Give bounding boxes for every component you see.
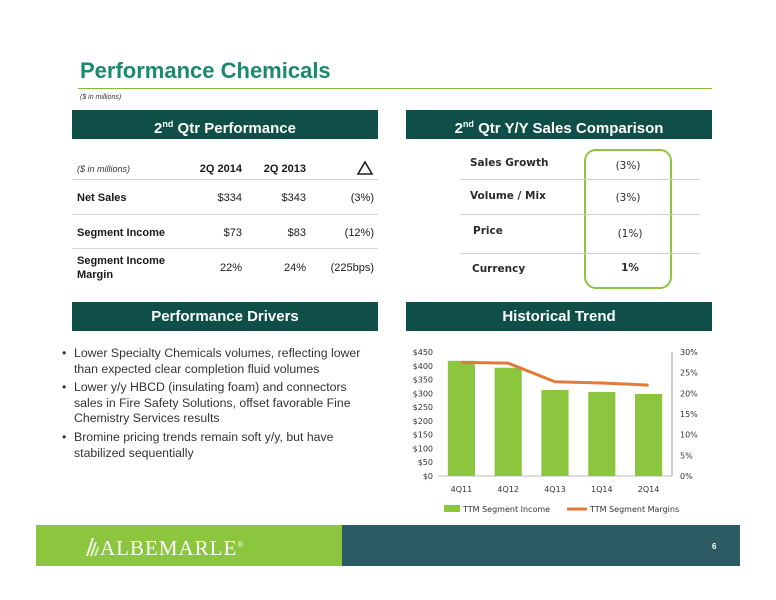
list-item: • Bromine pricing trends remain soft y/y,… bbox=[62, 430, 374, 461]
cmp-value: (1%) bbox=[617, 228, 643, 240]
row-divider bbox=[460, 253, 700, 254]
drivers-list: • Lower Specialty Chemicals volumes, refl… bbox=[62, 346, 374, 464]
list-item: • Lower Specialty Chemicals volumes, refl… bbox=[62, 346, 374, 377]
row-change: (225bps) bbox=[330, 262, 374, 274]
logo-text: ALBEMARLE® bbox=[100, 536, 244, 561]
qtr-performance-header: 2nd Qtr Performance bbox=[72, 110, 378, 139]
delta-icon bbox=[356, 160, 374, 179]
header-ordinal: nd bbox=[162, 119, 174, 129]
bar bbox=[588, 391, 616, 476]
row-2013: $343 bbox=[281, 192, 306, 204]
cmp-label: Sales Growth bbox=[470, 157, 549, 169]
y-right-tick-label: 15% bbox=[680, 410, 698, 419]
legend-label: TTM Segment Margins bbox=[589, 505, 679, 514]
y-right-tick-label: 0% bbox=[680, 472, 693, 481]
page-number: 6 bbox=[712, 542, 717, 551]
table-row: Segment Income Margin 22% 24% (225bps) bbox=[72, 254, 378, 284]
y-right-tick-label: 30% bbox=[680, 348, 698, 357]
bullet-icon: • bbox=[62, 346, 67, 360]
row-label: Segment Income Margin bbox=[77, 254, 165, 282]
series-line bbox=[461, 360, 649, 387]
trend-header: Historical Trend bbox=[406, 302, 712, 331]
row-divider bbox=[72, 248, 378, 249]
y-left-tick-label: $200 bbox=[413, 417, 433, 426]
legend-label: TTM Segment Income bbox=[462, 505, 550, 514]
y-left-tick-label: $250 bbox=[413, 403, 433, 412]
table-header-row: ($ in millions) 2Q 2014 2Q 2013 bbox=[72, 160, 378, 180]
col-2013: 2Q 2013 bbox=[263, 163, 306, 175]
page-subtitle: ($ in millions) bbox=[80, 94, 122, 101]
legend-bar-swatch bbox=[444, 505, 460, 512]
row-label-line2: Margin bbox=[77, 269, 114, 281]
col-2014: 2Q 2014 bbox=[199, 163, 242, 175]
bar bbox=[494, 367, 522, 476]
historical-trend-chart: $0 $50 $100 $150 $200 $250 $300 $350 $400 $450 0% 5… bbox=[413, 348, 699, 514]
row-change: (3%) bbox=[350, 192, 374, 204]
y-left-tick-label: $350 bbox=[413, 376, 433, 385]
logo-wordmark: ALBEMARLE bbox=[100, 536, 238, 560]
row-divider bbox=[460, 179, 700, 180]
drivers-header: Performance Drivers bbox=[72, 302, 378, 331]
bar bbox=[635, 393, 663, 476]
table-row: Net Sales $334 $343 (3%) bbox=[72, 192, 378, 208]
bar bbox=[447, 360, 475, 476]
albemarle-logo-icon bbox=[86, 538, 99, 556]
header-ordinal: nd bbox=[462, 119, 474, 129]
row-label: Segment Income bbox=[77, 227, 166, 239]
x-tick-label: 4Q11 bbox=[451, 485, 473, 494]
row-change: (12%) bbox=[344, 227, 374, 239]
cmp-label: Currency bbox=[472, 263, 526, 275]
y-right-tick-label: 5% bbox=[680, 451, 693, 460]
list-item: • Lower y/y HBCD (insulating foam) and co… bbox=[62, 380, 374, 427]
x-tick-label: 4Q12 bbox=[497, 485, 519, 494]
bullet-text: Bromine pricing trends remain soft y/y, … bbox=[74, 429, 334, 460]
y-left-tick-label: $100 bbox=[413, 444, 433, 453]
cmp-value: 1% bbox=[621, 262, 639, 274]
y-left-tick-label: $150 bbox=[413, 431, 433, 440]
x-tick-label: 1Q14 bbox=[591, 485, 613, 494]
bar bbox=[541, 390, 569, 476]
footer-green-band bbox=[36, 525, 342, 566]
footer-teal-band bbox=[342, 525, 740, 566]
y-left-tick-label: $300 bbox=[413, 389, 433, 398]
header-number: 2 bbox=[454, 120, 463, 137]
value-highlight-box bbox=[584, 149, 672, 289]
table-row: Segment Income $73 $83 (12%) bbox=[72, 227, 378, 243]
bullet-text: Lower y/y HBCD (insulating foam) and con… bbox=[74, 380, 351, 426]
cmp-value: (3%) bbox=[615, 192, 641, 204]
row-2014: $334 bbox=[217, 192, 242, 204]
y-left-tick-label: $450 bbox=[413, 348, 433, 357]
cmp-label: Volume / Mix bbox=[470, 190, 546, 202]
sales-comparison-header: 2nd Qtr Y/Y Sales Comparison bbox=[406, 110, 712, 139]
y-left-tick-label: $0 bbox=[423, 472, 433, 481]
table-note: ($ in millions) bbox=[77, 164, 131, 174]
bullet-text: Lower Specialty Chemicals volumes, refle… bbox=[74, 346, 361, 376]
title-rule bbox=[78, 88, 712, 89]
row-label-line1: Segment Income bbox=[77, 255, 166, 267]
bullet-icon: • bbox=[62, 380, 67, 395]
row-label: Net Sales bbox=[77, 192, 127, 204]
x-tick-label: 4Q13 bbox=[544, 485, 566, 494]
row-2014: 22% bbox=[219, 262, 242, 274]
cmp-value: (3%) bbox=[615, 160, 641, 172]
cmp-label: Price bbox=[473, 225, 503, 237]
y-right-tick-label: 20% bbox=[680, 389, 698, 398]
row-2014: $73 bbox=[223, 227, 242, 239]
x-tick-label: 2Q14 bbox=[638, 485, 660, 494]
y-left-tick-label: $400 bbox=[413, 362, 433, 371]
header-text: Qtr Y/Y Sales Comparison bbox=[473, 120, 664, 137]
y-left-tick-label: $50 bbox=[418, 458, 433, 467]
header-number: 2 bbox=[154, 120, 163, 137]
row-2013: 24% bbox=[283, 262, 306, 274]
logo-registered: ® bbox=[237, 540, 245, 549]
y-right-tick-label: 25% bbox=[680, 369, 698, 378]
row-divider bbox=[460, 214, 700, 215]
row-2013: $83 bbox=[287, 227, 306, 239]
bullet-icon: • bbox=[62, 429, 67, 444]
row-divider bbox=[72, 214, 378, 215]
page-title: Performance Chemicals bbox=[80, 58, 331, 83]
header-text: Qtr Performance bbox=[173, 120, 296, 137]
y-right-tick-label: 10% bbox=[680, 431, 698, 440]
